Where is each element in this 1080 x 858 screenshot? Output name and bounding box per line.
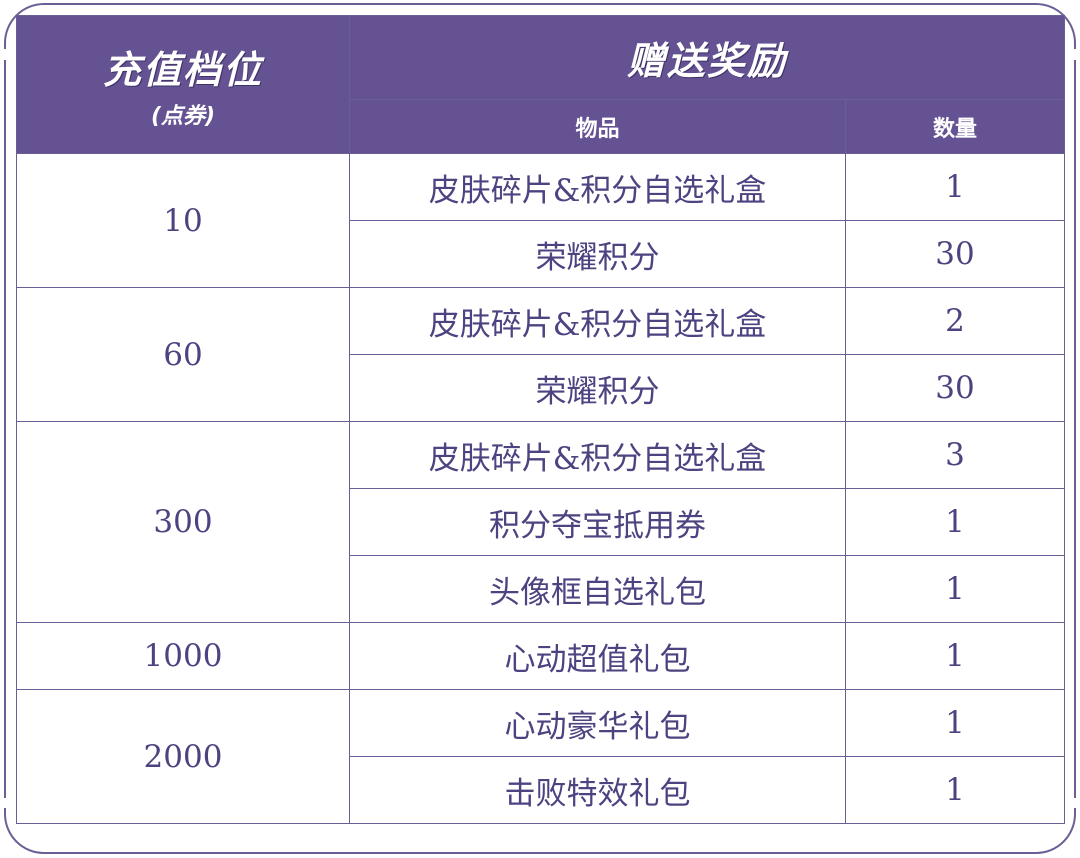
item-quantity: 1 [844, 689, 1066, 757]
table-row: 300 皮肤碎片&积分自选礼盒 3 [16, 421, 1066, 623]
item-name: 荣耀积分 [349, 220, 846, 288]
tier-value: 10 [16, 153, 350, 288]
item-quantity: 3 [844, 421, 1066, 489]
tier-header-title: 充值档位 [102, 48, 263, 92]
quantity-column-header: 数量 [844, 99, 1066, 154]
frame-bottom-line [48, 852, 1032, 854]
item-quantity: 1 [844, 555, 1066, 623]
table-row: 荣耀积分 30 [17, 354, 1066, 422]
item-column-header: 物品 [349, 99, 846, 154]
item-name: 皮肤碎片&积分自选礼盒 [349, 287, 846, 355]
item-name: 皮肤碎片&积分自选礼盒 [349, 421, 846, 489]
tier-header-unit: (点券) [150, 104, 216, 129]
tier-value: 1000 [16, 622, 350, 690]
item-name: 击败特效礼包 [349, 756, 846, 824]
item-name: 心动豪华礼包 [349, 689, 846, 757]
table-row: 积分夺宝抵用券 1 [17, 488, 1066, 556]
table-row: 2000 心动豪华礼包 1 [16, 689, 1066, 824]
recharge-rewards-table: 充值档位 (点券) 赠送奖励 物品 数量 10 皮肤碎片&积分自选礼盒 1 荣耀… [16, 15, 1066, 824]
item-quantity: 30 [844, 220, 1066, 288]
item-name: 头像框自选礼包 [349, 555, 846, 623]
tier-value: 2000 [16, 689, 350, 824]
frame-left-line [4, 60, 6, 798]
reward-header: 赠送奖励 [348, 15, 1066, 100]
tier-value: 300 [16, 421, 350, 623]
table-row: 荣耀积分 30 [17, 220, 1066, 288]
item-name: 心动超值礼包 [349, 622, 846, 690]
table-row: 头像框自选礼包 1 [17, 555, 1066, 623]
table-row: 10 皮肤碎片&积分自选礼盒 1 [16, 153, 1066, 288]
item-quantity: 1 [844, 756, 1066, 824]
item-quantity: 2 [844, 287, 1066, 355]
item-quantity: 30 [844, 354, 1066, 422]
reward-header-title: 赠送奖励 [627, 39, 788, 83]
tier-value: 60 [16, 287, 350, 422]
table-row: 击败特效礼包 1 [17, 756, 1066, 824]
item-quantity: 1 [844, 488, 1066, 556]
item-name: 皮肤碎片&积分自选礼盒 [349, 153, 846, 221]
frame-right-line [1074, 60, 1076, 798]
item-name: 积分夺宝抵用券 [349, 488, 846, 556]
tier-header: 充值档位 (点券) [16, 15, 350, 154]
table-row: 60 皮肤碎片&积分自选礼盒 2 [16, 287, 1066, 422]
item-name: 荣耀积分 [349, 354, 846, 422]
item-quantity: 1 [844, 622, 1066, 690]
item-quantity: 1 [844, 153, 1066, 221]
frame-top-line [48, 3, 1032, 5]
table-row: 1000 心动超值礼包 1 [16, 622, 1066, 690]
